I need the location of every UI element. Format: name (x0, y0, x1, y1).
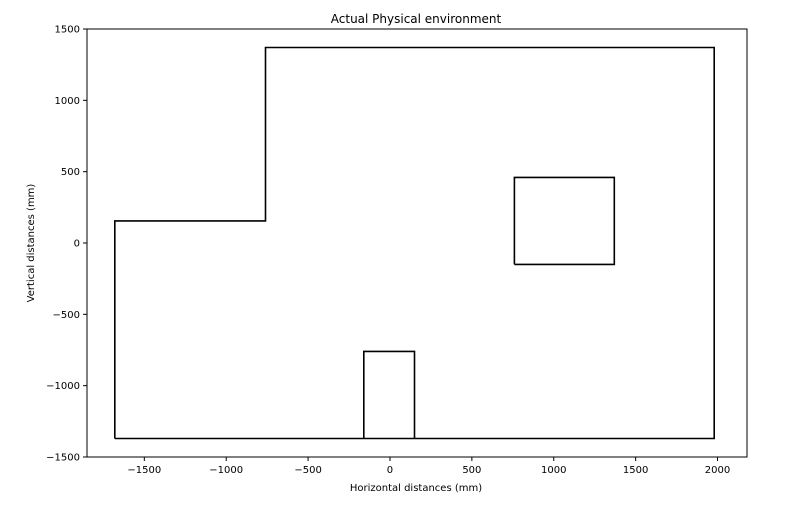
series-line-2 (362, 350, 416, 439)
series-layer (114, 46, 716, 440)
y-tick-label: 500 (61, 167, 80, 178)
series-line-1 (114, 46, 716, 440)
x-tick-label: 0 (387, 465, 393, 476)
x-axis-label: Horizontal distances (mm) (350, 483, 482, 494)
x-tick-label: −1500 (127, 465, 161, 476)
y-tick-label: −500 (53, 310, 80, 321)
x-axis-ticks: −1500 −1000 −500 0 500 1000 1500 2000 (127, 457, 730, 476)
y-tick-label: −1500 (46, 453, 80, 464)
chart-title: Actual Physical environment (331, 12, 502, 26)
y-tick-label: 1500 (55, 25, 80, 36)
y-axis-ticks: −1500 −1000 −500 0 500 1000 1500 (46, 25, 87, 464)
y-tick-label: 1000 (55, 96, 80, 107)
y-tick-label: −1000 (46, 381, 80, 392)
plot-frame (86, 28, 748, 458)
x-tick-label: 1000 (541, 465, 566, 476)
x-tick-label: −1000 (209, 465, 243, 476)
y-axis-label: Vertical distances (mm) (26, 184, 37, 303)
series-line-3 (513, 176, 616, 266)
y-tick-label: 0 (74, 239, 80, 250)
x-tick-label: −500 (294, 465, 321, 476)
x-tick-label: 2000 (705, 465, 730, 476)
x-tick-label: 1500 (623, 465, 648, 476)
x-tick-label: 500 (462, 465, 481, 476)
